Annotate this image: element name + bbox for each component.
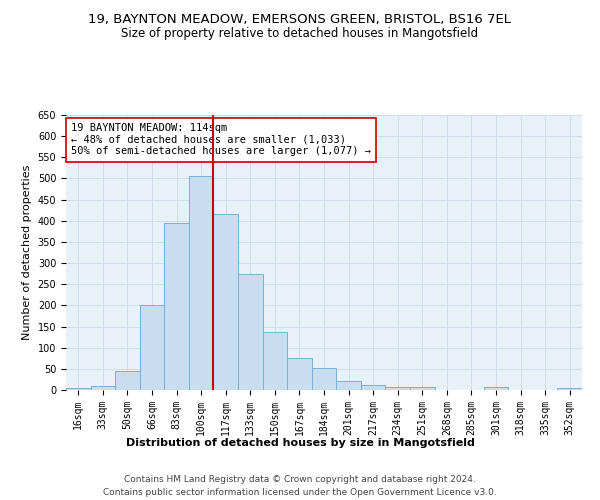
Bar xyxy=(214,214,238,390)
Bar xyxy=(238,274,263,390)
Text: Distribution of detached houses by size in Mangotsfield: Distribution of detached houses by size … xyxy=(125,438,475,448)
Bar xyxy=(91,386,115,390)
Bar xyxy=(336,380,361,390)
Bar xyxy=(410,386,434,390)
Y-axis label: Number of detached properties: Number of detached properties xyxy=(22,165,32,340)
Text: 19, BAYNTON MEADOW, EMERSONS GREEN, BRISTOL, BS16 7EL: 19, BAYNTON MEADOW, EMERSONS GREEN, BRIS… xyxy=(89,12,511,26)
Text: Contains HM Land Registry data © Crown copyright and database right 2024.: Contains HM Land Registry data © Crown c… xyxy=(124,476,476,484)
Bar xyxy=(140,306,164,390)
Bar xyxy=(115,371,140,390)
Bar xyxy=(164,223,189,390)
Text: Size of property relative to detached houses in Mangotsfield: Size of property relative to detached ho… xyxy=(121,28,479,40)
Bar xyxy=(361,385,385,390)
Bar xyxy=(287,358,312,390)
Bar xyxy=(312,368,336,390)
Text: 19 BAYNTON MEADOW: 114sqm
← 48% of detached houses are smaller (1,033)
50% of se: 19 BAYNTON MEADOW: 114sqm ← 48% of detac… xyxy=(71,123,371,156)
Bar xyxy=(263,332,287,390)
Bar xyxy=(557,388,582,390)
Bar xyxy=(484,388,508,390)
Text: Contains public sector information licensed under the Open Government Licence v3: Contains public sector information licen… xyxy=(103,488,497,497)
Bar xyxy=(385,386,410,390)
Bar xyxy=(189,176,214,390)
Bar xyxy=(66,388,91,390)
